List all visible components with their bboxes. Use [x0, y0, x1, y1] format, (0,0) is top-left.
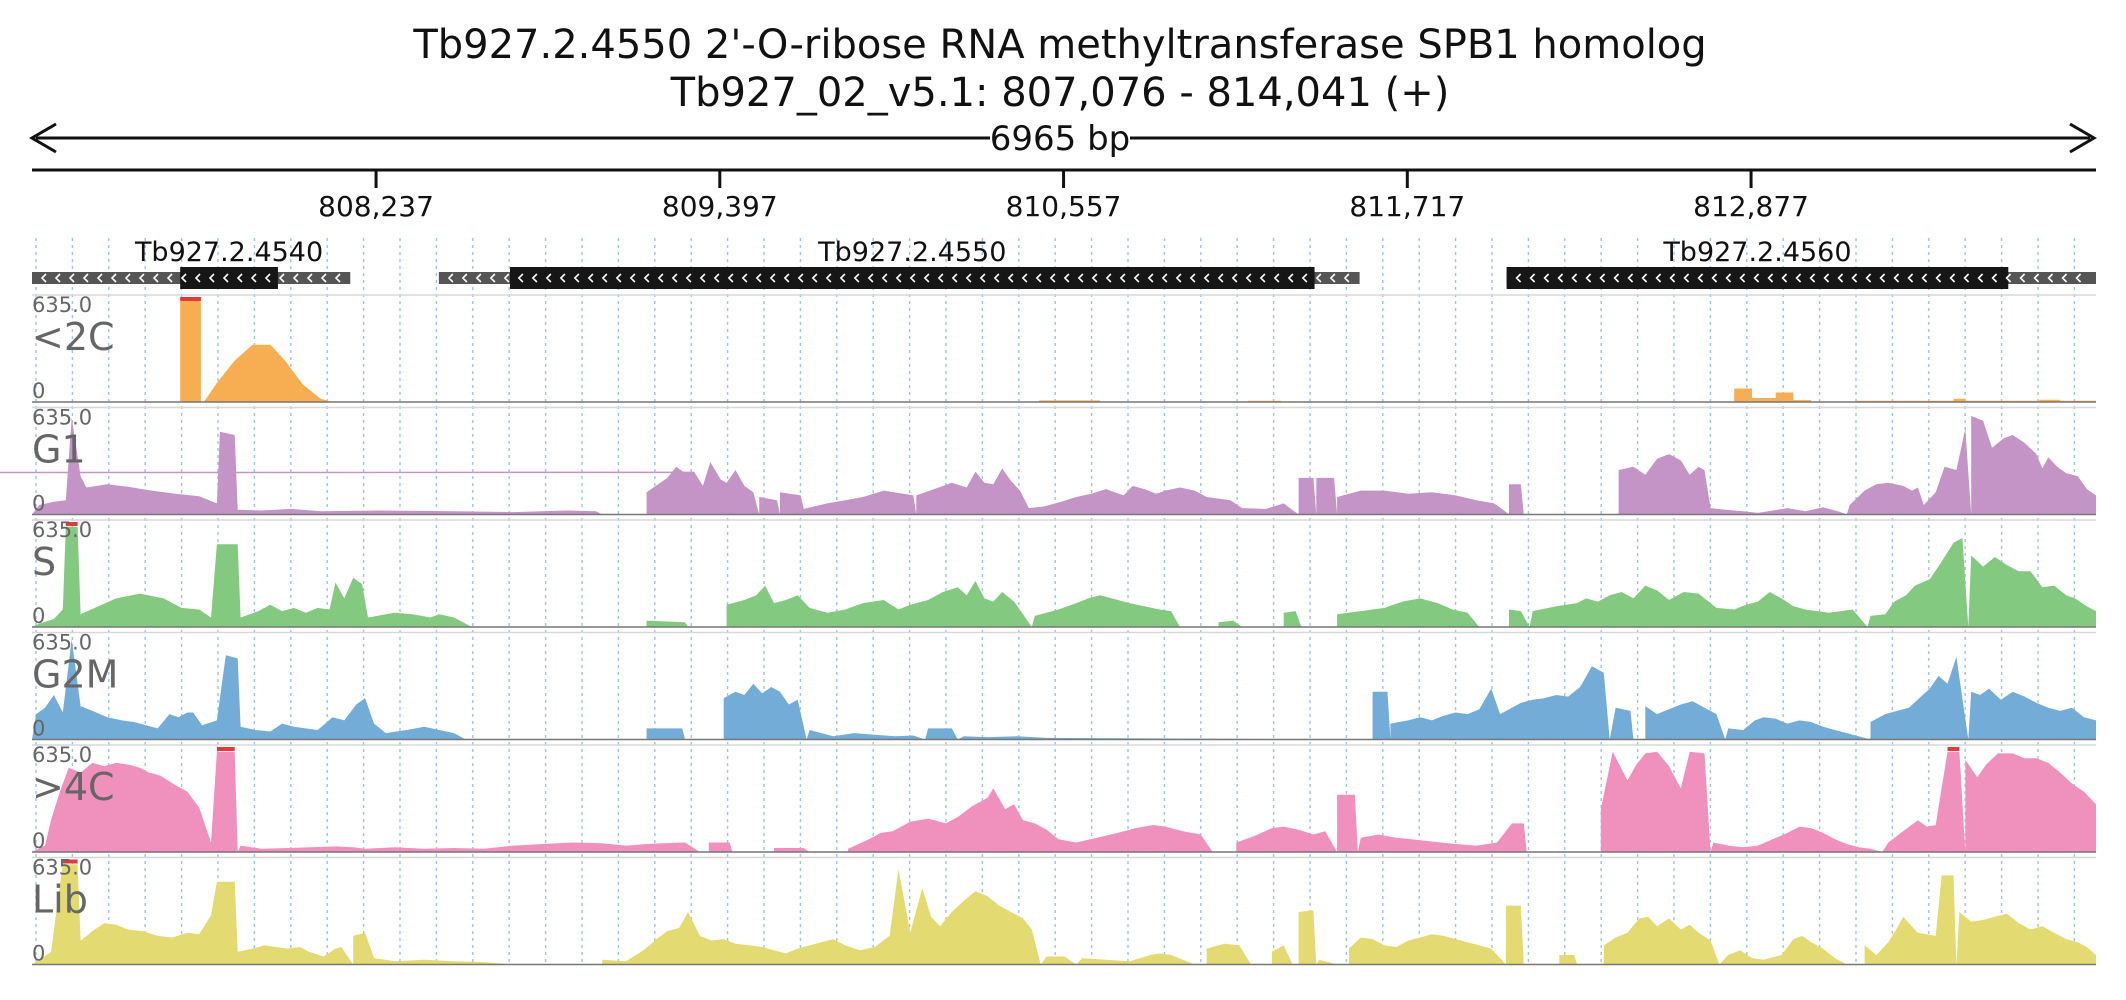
y-min-label: 0: [32, 942, 45, 966]
clipped-marker: [65, 522, 78, 526]
track-0: 635.0 0 <2C: [32, 293, 2096, 403]
y-max-label: 635.0: [32, 293, 92, 317]
coverage-area: [32, 751, 2096, 852]
y-min-label: 0: [32, 829, 45, 853]
y-min-label: 0: [32, 492, 45, 516]
coverage-area: [180, 301, 2096, 402]
y-min-label: 0: [32, 379, 45, 403]
track-4: 635.0 0 >4C: [32, 743, 2096, 853]
strand-chevrons: [447, 273, 1350, 283]
track-name: S: [32, 540, 56, 584]
track-2: 635.0 0 S: [32, 518, 2096, 628]
gene-0: Tb927.2.4540: [32, 237, 351, 289]
track-1: 635.0 0 G1: [0, 406, 2096, 516]
x-tick-label: 810,557: [1006, 190, 1122, 223]
y-min-label: 0: [32, 604, 45, 628]
track-3: 635.0 0 G2M: [32, 631, 2096, 741]
coverage-area: [0, 415, 2096, 515]
coverage-area: [32, 864, 2096, 965]
track-name: G1: [32, 428, 86, 472]
track-5: 635.0 0 Lib: [32, 856, 2096, 966]
gene-label: Tb927.2.4540: [134, 237, 323, 268]
gene-cds: [1506, 267, 2009, 289]
gene-label: Tb927.2.4550: [817, 237, 1006, 268]
gene-cds: [180, 267, 278, 289]
y-max-label: 635.0: [32, 856, 92, 880]
y-max-label: 635.0: [32, 518, 92, 542]
chart-subtitle: Tb927_02_v5.1: 807,076 - 814,041 (+): [670, 70, 1450, 116]
y-max-label: 635.0: [32, 631, 92, 655]
gene-track: Tb927.2.4540 Tb927.2.4550 Tb927.2.4560: [32, 237, 2096, 289]
clipped-marker: [62, 859, 78, 864]
x-tick-label: 811,717: [1349, 190, 1465, 223]
track-name: Lib: [32, 878, 88, 922]
x-axis: 808,237 809,397 810,557 811,717 812,877: [32, 168, 2096, 223]
gene-1: Tb927.2.4550: [438, 237, 1360, 289]
x-tick-label: 809,397: [662, 190, 778, 223]
span-arrow: 6965 bp: [29, 119, 2097, 159]
coverage-area: [32, 526, 2096, 627]
x-tick-label: 812,877: [1693, 190, 1809, 223]
clipped-marker: [216, 747, 235, 751]
track-name: >4C: [32, 765, 115, 809]
y-max-label: 635.0: [32, 406, 92, 430]
track-name: G2M: [32, 653, 118, 697]
y-max-label: 635.0: [32, 743, 92, 767]
track-name: <2C: [32, 315, 115, 359]
gene-cds: [509, 267, 1315, 289]
clipped-marker: [180, 297, 201, 301]
coverage-area: [32, 639, 2096, 740]
clipped-marker: [1947, 747, 1960, 751]
span-length-label: 6965 bp: [990, 119, 1131, 159]
coverage-tracks: 635.00<2C635.00G1635.00S635.00G2M635.00>…: [0, 293, 2096, 966]
chart-title: Tb927.2.4550 2'-O-ribose RNA methyltrans…: [412, 22, 1706, 68]
x-tick-label: 808,237: [318, 190, 434, 223]
y-min-label: 0: [32, 717, 45, 741]
gene-label: Tb927.2.4560: [1662, 237, 1851, 268]
gene-2: Tb927.2.4560: [1506, 237, 2096, 289]
strand-chevrons: [1515, 273, 2082, 283]
strand-chevrons: [40, 273, 341, 283]
